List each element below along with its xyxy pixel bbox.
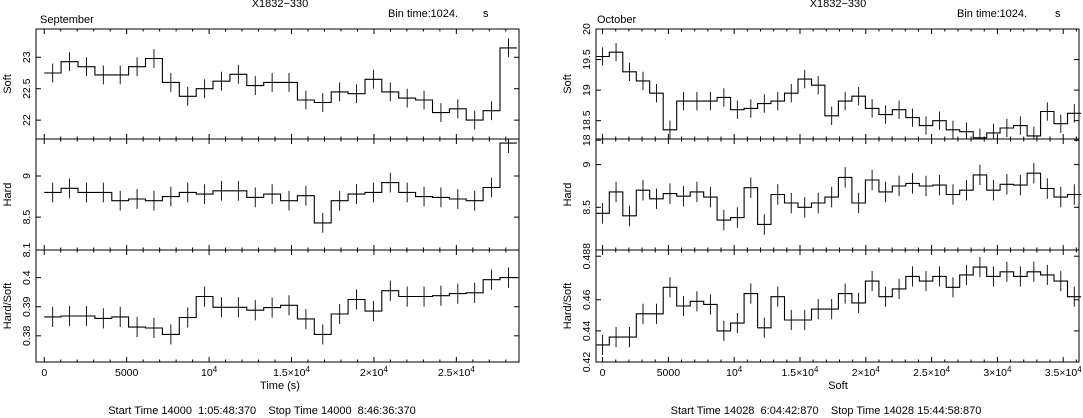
y-tick-label: 0.46 bbox=[581, 289, 593, 310]
chart-september: X1832−330 September Bin time: 1024. s Ti… bbox=[2, 0, 520, 417]
data-step-line bbox=[44, 142, 517, 224]
x-tick-exponent: 4 bbox=[946, 365, 951, 374]
x-tick-exponent: 4 bbox=[814, 365, 819, 374]
y-tick-label: 8.5 bbox=[21, 210, 33, 225]
y-axis-title: Soft bbox=[562, 74, 574, 94]
time-range-footer: Start Time 14028 6:04:42:870 Stop Time 1… bbox=[671, 405, 982, 417]
panel-hard-soft: 0.38 0.39 0.4 Hard/Soft bbox=[2, 249, 520, 363]
bin-time-value: 1024. bbox=[999, 8, 1027, 20]
x-tick-exponent: 4 bbox=[470, 365, 475, 374]
object-name: X1832−330 bbox=[810, 0, 867, 10]
y-tick-label: 19.5 bbox=[581, 49, 593, 70]
bin-time-value: 1024. bbox=[430, 8, 458, 20]
y-tick-label: 23 bbox=[21, 51, 33, 63]
x-tick-label: 104 bbox=[726, 365, 743, 379]
x-tick-exponent: 4 bbox=[305, 365, 310, 374]
x-tick-label: 2×104 bbox=[360, 365, 389, 379]
x-tick-label: 0 bbox=[41, 367, 47, 379]
y-tick-label: 22 bbox=[21, 114, 33, 126]
x-tick-exponent: 4 bbox=[875, 365, 880, 374]
data-step-line bbox=[595, 172, 1081, 225]
y-tick-label: 0.488 bbox=[581, 243, 593, 269]
month-label: October bbox=[597, 14, 636, 26]
x-tick-label: 2.5×104 bbox=[913, 365, 950, 379]
y-tick-label: 9 bbox=[21, 173, 33, 179]
bin-time-label: Bin time: bbox=[957, 8, 1000, 20]
x-tick-label: 2×104 bbox=[852, 365, 881, 379]
x-tick-label: 104 bbox=[201, 365, 218, 379]
panel-hard: 8.5 9 8.1 Hard bbox=[2, 138, 520, 258]
x-axis-title: Time (s) bbox=[260, 380, 300, 392]
y-tick-label: 0.42 bbox=[581, 352, 593, 373]
x-tick-label: 3×104 bbox=[983, 365, 1012, 379]
bin-time-unit: s bbox=[483, 8, 489, 20]
x-tick-exponent: 4 bbox=[213, 365, 218, 374]
y-axis-title: Hard/Soft bbox=[2, 283, 14, 329]
data-step-line bbox=[44, 277, 517, 335]
bin-time-unit: s bbox=[1055, 8, 1061, 20]
y-tick-label: 9 bbox=[581, 162, 593, 168]
x-tick-exponent: 4 bbox=[1007, 365, 1012, 374]
x-tick-label: 5000 bbox=[657, 367, 681, 379]
x-tick-label: 0 bbox=[600, 367, 606, 379]
panel-frame bbox=[595, 249, 1080, 363]
panel-hard: 8.5 9 Hard bbox=[562, 138, 1081, 251]
y-tick-label: 18.5 bbox=[581, 110, 593, 131]
panel-soft: 18 18.5 19 19.5 20 Soft bbox=[562, 23, 1081, 146]
panel-hard-soft: 0.42 0.44 0.46 0.488 Hard/Soft bbox=[562, 243, 1081, 372]
object-name: X1832−330 bbox=[252, 0, 309, 10]
x-tick-exponent: 4 bbox=[1077, 365, 1082, 374]
x-tick-exponent: 4 bbox=[738, 365, 743, 374]
x-axis-title: Soft bbox=[828, 380, 848, 392]
data-step-line bbox=[595, 266, 1081, 346]
x-tick-label: 1.5×104 bbox=[273, 365, 310, 379]
y-tick-label: 22.5 bbox=[21, 78, 33, 99]
y-tick-label: 0.4 bbox=[21, 270, 33, 285]
y-tick-label: 20 bbox=[581, 23, 593, 35]
y-axis-title: Soft bbox=[2, 74, 14, 94]
x-tick-label: 5000 bbox=[115, 367, 139, 379]
x-tick-label: 3.5×104 bbox=[1045, 365, 1082, 379]
x-tick-label: 1.5×104 bbox=[782, 365, 819, 379]
y-tick-label: 19 bbox=[581, 84, 593, 96]
y-axis-title: Hard/Soft bbox=[562, 283, 574, 329]
panel-soft: 22 22.5 23 Soft bbox=[2, 28, 520, 140]
data-step-line bbox=[595, 51, 1081, 139]
y-tick-label: 18 bbox=[581, 134, 593, 146]
y-tick-label: 0.39 bbox=[21, 296, 33, 317]
y-tick-label: 8.1 bbox=[21, 243, 33, 258]
x-tick-exponent: 4 bbox=[384, 365, 389, 374]
time-range-footer: Start Time 14000 1:05:48:370 Stop Time 1… bbox=[108, 405, 416, 417]
y-tick-label: 0.44 bbox=[581, 321, 593, 342]
y-tick-label: 8.5 bbox=[581, 200, 593, 215]
month-label: September bbox=[40, 14, 94, 26]
y-axis-title: Hard bbox=[2, 183, 14, 207]
chart-october: X1832−330 October Bin time: 1024. s Soft… bbox=[562, 0, 1082, 417]
x-tick-label: 2.5×104 bbox=[438, 365, 475, 379]
bin-time-label: Bin time: bbox=[388, 8, 431, 20]
panel-frame bbox=[35, 249, 520, 363]
panel-frame bbox=[35, 28, 520, 140]
y-tick-label: 0.38 bbox=[21, 325, 33, 346]
data-step-line bbox=[44, 47, 517, 121]
y-axis-title: Hard bbox=[562, 183, 574, 207]
